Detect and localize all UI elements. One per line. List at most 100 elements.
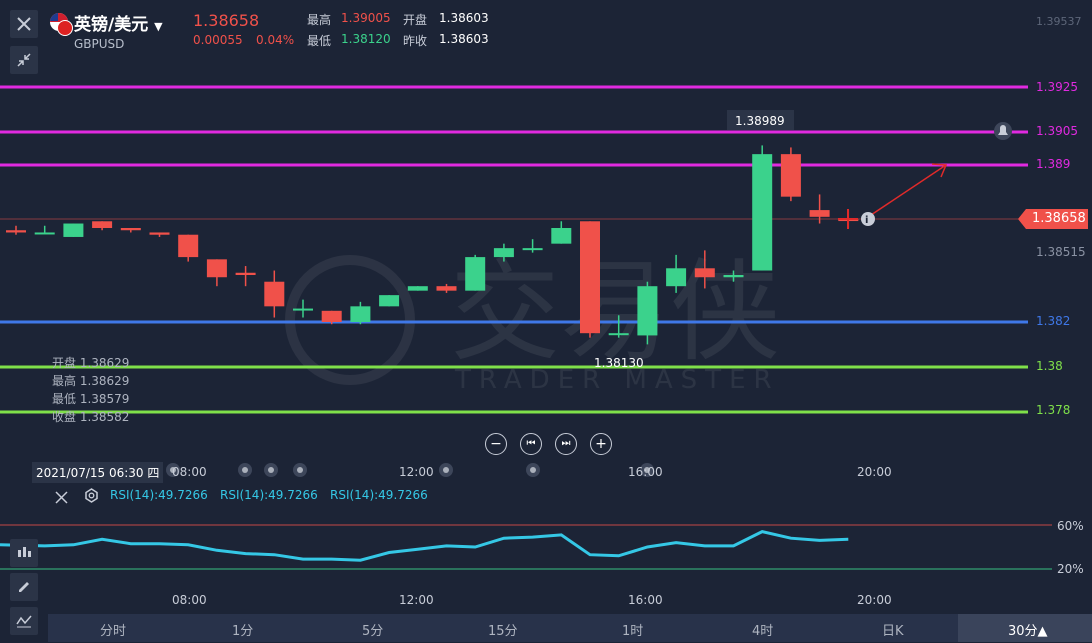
time-dot[interactable] (238, 463, 252, 477)
rsi-level-60: 60% (1057, 519, 1084, 533)
price-change-pct: 0.04% (256, 33, 295, 47)
time-dot[interactable] (439, 463, 453, 477)
candle-body (235, 272, 256, 275)
timeframe-1d[interactable]: 日K (882, 624, 904, 639)
level-tag-2: 1.3905 (1028, 123, 1088, 140)
current-price-tag: 1.38658 (1018, 209, 1088, 229)
collapse-icon (17, 53, 31, 67)
time-label-top: 16:00 (628, 465, 663, 479)
candle-body (809, 210, 830, 217)
candle-body (522, 248, 543, 251)
watermark-en: TRADER MASTER (454, 365, 780, 395)
rsi-value-1: RSI(14):49.7266 (110, 488, 208, 502)
timeframe-30m-selected[interactable]: 30分▲ (1008, 624, 1048, 639)
low-mark-text: 1.38130 (594, 356, 644, 370)
candle-body (34, 232, 55, 235)
candle-body (551, 228, 572, 244)
prev-close-label: 昨收 (403, 34, 428, 48)
time-dot[interactable] (640, 463, 654, 477)
candle-body (723, 275, 744, 278)
plus-icon: + (595, 436, 607, 452)
close-button[interactable] (10, 10, 38, 38)
candle-body (350, 306, 371, 322)
level-tag-4: 1.382 (1028, 313, 1088, 330)
scroll-start-button[interactable]: ⏮ (520, 433, 542, 455)
close-icon (55, 491, 68, 504)
candle-body (206, 259, 227, 278)
level-tag-5: 1.38 (1028, 358, 1088, 375)
symbol-title-text: 英镑/美元 (74, 15, 149, 35)
time-dot[interactable] (166, 463, 180, 477)
timeframe-selected-bg (958, 614, 1092, 642)
axis-mid-price: 1.38515 (1036, 245, 1086, 259)
rsi-close-button[interactable] (55, 489, 68, 508)
rsi-series-line (0, 530, 849, 562)
zoom-out-button[interactable]: − (485, 433, 507, 455)
symbol-title[interactable]: 英镑/美元 ▼ (74, 10, 163, 35)
chevron-down-icon: ▼ (154, 20, 163, 33)
watermark (285, 255, 415, 385)
candle-body (92, 221, 113, 228)
candle-body (694, 268, 715, 278)
svg-text:1.38989: 1.38989 (735, 114, 785, 128)
rsi-settings-button[interactable] (84, 488, 99, 507)
ohlc-high: 最高 1.38629 (52, 374, 130, 388)
scroll-end-button[interactable]: ⏭ (555, 433, 577, 455)
timeframe-1m[interactable]: 1分 (232, 624, 254, 639)
indicator-button[interactable] (10, 607, 38, 635)
level-tag-3: 1.389 (1028, 156, 1088, 173)
candlestick-series (6, 145, 859, 345)
info-marker[interactable] (861, 212, 875, 226)
timeframe-tick[interactable]: 分时 (100, 624, 127, 639)
high-label: 最高 (307, 13, 332, 27)
candle-body (780, 154, 801, 197)
axis-top-price: 1.39537 (1036, 15, 1082, 28)
level-tag-6: 1.378 (1028, 402, 1088, 419)
time-dot[interactable] (293, 463, 307, 477)
candlestick-icon (18, 547, 31, 557)
zoom-in-button[interactable]: + (590, 433, 612, 455)
candle-body (608, 333, 629, 336)
watermark-cn: 交易侠 (450, 248, 780, 376)
time-dot[interactable] (264, 463, 278, 477)
prev-close-value: 1.38603 (439, 32, 489, 46)
level-tag-1: 1.3925 (1028, 79, 1088, 96)
candle-body (321, 310, 342, 322)
ohlc-low: 最低 1.38579 (52, 392, 130, 406)
candle-body (379, 295, 400, 307)
rsi-value-2: RSI(14):49.7266 (220, 488, 318, 502)
us-flag-icon (57, 20, 73, 36)
indicator-line-icon (16, 615, 32, 628)
timeframe-1h[interactable]: 1时 (622, 624, 644, 639)
candle-body (752, 154, 773, 271)
timeframe-5m[interactable]: 5分 (362, 624, 384, 639)
low-label: 最低 (307, 34, 332, 48)
timeframe-4h[interactable]: 4时 (752, 624, 774, 639)
candle-body (120, 228, 141, 231)
collapse-button[interactable] (10, 46, 38, 74)
rsi-value-3: RSI(14):49.7266 (330, 488, 428, 502)
candle-body (637, 286, 658, 336)
candle-body (580, 221, 600, 334)
time-dot[interactable] (526, 463, 540, 477)
candle-body (178, 234, 199, 258)
ohlc-open: 开盘 1.38629 (52, 356, 130, 370)
candle-type-button[interactable] (10, 539, 38, 567)
high-value: 1.39005 (341, 11, 391, 25)
low-value: 1.38120 (341, 32, 391, 46)
time-label-top: 08:00 (172, 465, 207, 479)
time-label-bottom: 20:00 (857, 593, 892, 607)
alert-bell-icon[interactable] (994, 122, 1012, 140)
candle-body (436, 286, 457, 291)
draw-tool-button[interactable] (10, 573, 38, 601)
minus-icon: − (490, 436, 502, 452)
candle-body (407, 286, 428, 291)
candle-body (264, 281, 285, 307)
time-label-bottom: 08:00 (172, 593, 207, 607)
timeframe-15m[interactable]: 15分 (488, 624, 518, 639)
crosshair-date: 2021/07/15 06:30 四 (32, 462, 164, 483)
candle-body (666, 268, 687, 287)
trend-arrow[interactable] (867, 164, 947, 218)
skip-back-icon: ⏮ (526, 438, 536, 449)
